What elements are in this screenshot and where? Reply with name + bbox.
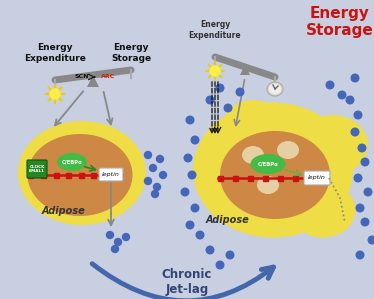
Circle shape bbox=[216, 261, 224, 269]
Circle shape bbox=[156, 155, 163, 162]
FancyBboxPatch shape bbox=[99, 168, 123, 181]
Bar bbox=[79, 173, 84, 178]
Bar bbox=[66, 173, 71, 178]
Circle shape bbox=[196, 231, 204, 239]
Text: ARC: ARC bbox=[101, 74, 115, 80]
Ellipse shape bbox=[251, 154, 285, 174]
Text: Adipose: Adipose bbox=[42, 206, 86, 216]
Circle shape bbox=[210, 66, 220, 76]
Bar bbox=[28, 173, 34, 178]
Text: leptin: leptin bbox=[102, 172, 120, 177]
Ellipse shape bbox=[277, 141, 299, 159]
Bar bbox=[104, 173, 109, 178]
Circle shape bbox=[50, 89, 60, 99]
Ellipse shape bbox=[269, 84, 281, 94]
Ellipse shape bbox=[193, 103, 353, 237]
Bar bbox=[322, 176, 328, 181]
Ellipse shape bbox=[220, 131, 330, 219]
Circle shape bbox=[184, 154, 192, 162]
Ellipse shape bbox=[267, 82, 283, 96]
Bar bbox=[308, 176, 313, 181]
Circle shape bbox=[206, 96, 214, 104]
Circle shape bbox=[144, 178, 151, 184]
Bar bbox=[233, 176, 238, 181]
Ellipse shape bbox=[257, 176, 279, 194]
Text: leptin: leptin bbox=[308, 176, 326, 181]
Circle shape bbox=[361, 218, 369, 226]
Circle shape bbox=[226, 251, 234, 259]
Circle shape bbox=[364, 188, 372, 196]
Circle shape bbox=[186, 116, 194, 124]
Ellipse shape bbox=[223, 100, 283, 150]
Ellipse shape bbox=[242, 146, 264, 164]
Circle shape bbox=[153, 184, 160, 190]
Circle shape bbox=[191, 204, 199, 212]
FancyBboxPatch shape bbox=[304, 171, 330, 185]
Circle shape bbox=[181, 188, 189, 196]
Circle shape bbox=[368, 236, 374, 244]
Circle shape bbox=[151, 190, 159, 198]
Ellipse shape bbox=[28, 134, 132, 216]
Circle shape bbox=[191, 136, 199, 144]
Bar bbox=[248, 176, 253, 181]
Circle shape bbox=[107, 231, 113, 239]
Bar bbox=[91, 173, 96, 178]
Ellipse shape bbox=[57, 153, 87, 171]
Text: Energy
Expenditure: Energy Expenditure bbox=[189, 20, 241, 40]
Circle shape bbox=[351, 128, 359, 136]
Bar bbox=[293, 176, 298, 181]
Circle shape bbox=[346, 96, 354, 104]
Text: SCN: SCN bbox=[74, 74, 89, 80]
Text: Energy
Expenditure: Energy Expenditure bbox=[24, 43, 86, 63]
Circle shape bbox=[354, 111, 362, 119]
Circle shape bbox=[216, 84, 224, 92]
Circle shape bbox=[224, 104, 232, 112]
Bar bbox=[218, 176, 224, 181]
Text: Energy
Storage: Energy Storage bbox=[306, 6, 374, 38]
Bar bbox=[116, 173, 122, 178]
Text: CLOCK
BMAL1: CLOCK BMAL1 bbox=[29, 165, 45, 173]
Bar bbox=[53, 173, 59, 178]
Circle shape bbox=[351, 74, 359, 82]
Text: C/EBPα: C/EBPα bbox=[62, 159, 82, 164]
Ellipse shape bbox=[291, 182, 356, 237]
Text: C/EBPα: C/EBPα bbox=[258, 161, 278, 167]
Circle shape bbox=[236, 88, 244, 96]
Circle shape bbox=[358, 144, 366, 152]
Text: Chronic
Jet-lag: Chronic Jet-lag bbox=[162, 268, 212, 296]
Circle shape bbox=[123, 234, 129, 240]
Circle shape bbox=[114, 239, 122, 245]
Polygon shape bbox=[87, 75, 99, 87]
Bar bbox=[41, 173, 46, 178]
Circle shape bbox=[150, 164, 156, 172]
Circle shape bbox=[354, 174, 362, 182]
Circle shape bbox=[186, 221, 194, 229]
Circle shape bbox=[356, 204, 364, 212]
Circle shape bbox=[111, 245, 119, 252]
FancyBboxPatch shape bbox=[27, 160, 47, 178]
Circle shape bbox=[206, 246, 214, 254]
Circle shape bbox=[361, 158, 369, 166]
Bar bbox=[263, 176, 268, 181]
Polygon shape bbox=[240, 65, 250, 75]
Circle shape bbox=[326, 81, 334, 89]
Ellipse shape bbox=[18, 121, 146, 225]
Text: Energy
Storage: Energy Storage bbox=[111, 43, 151, 63]
Text: Adipose: Adipose bbox=[206, 215, 250, 225]
Circle shape bbox=[356, 251, 364, 259]
Circle shape bbox=[144, 152, 151, 158]
Circle shape bbox=[159, 172, 166, 179]
Bar bbox=[278, 176, 283, 181]
Circle shape bbox=[338, 91, 346, 99]
FancyArrowPatch shape bbox=[92, 264, 273, 299]
Circle shape bbox=[188, 171, 196, 179]
Ellipse shape bbox=[298, 115, 368, 175]
